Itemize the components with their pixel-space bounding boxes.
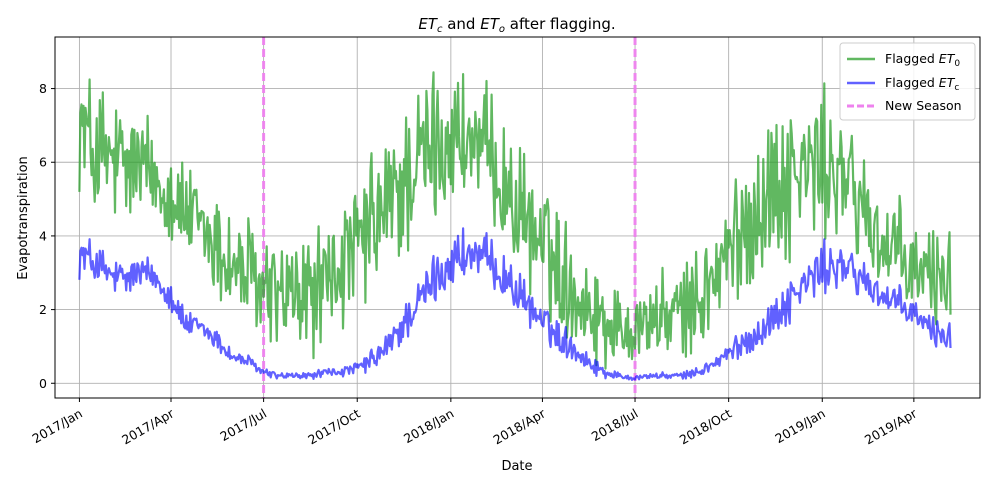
plot-frame — [54, 36, 981, 399]
x-tick-label: 2017/Jan — [30, 406, 85, 447]
x-tick-label: 2017/Apr — [119, 405, 177, 447]
legend-label-etc: Flagged ETc — [885, 75, 959, 93]
y-tick-label: 0 — [39, 376, 47, 391]
y-axis-label: Evapotranspiration — [16, 156, 31, 280]
legend: Flagged ET0 Flagged ETc New Season — [839, 42, 976, 121]
x-tick-label: 2018/Oct — [677, 406, 734, 448]
season-lines — [262, 37, 637, 398]
y-tick-label: 4 — [39, 228, 47, 243]
x-tick-label: 2018/Jul — [589, 406, 641, 445]
y-axis-ticks: 0 2 4 6 8 — [39, 81, 55, 391]
series-et0-line — [78, 71, 952, 370]
x-axis-label: Date — [501, 459, 532, 474]
x-tick-label: 2019/Apr — [862, 405, 920, 447]
x-tick-label: 2019/Jan — [772, 406, 827, 447]
y-tick-label: 8 — [39, 81, 47, 96]
legend-label-new-season: New Season — [885, 98, 962, 113]
y-tick-label: 2 — [39, 302, 47, 317]
x-tick-label: 2018/Jan — [401, 406, 456, 447]
legend-label-et0: Flagged ET0 — [885, 51, 960, 69]
legend-box — [839, 42, 976, 121]
x-tick-label: 2017/Jul — [217, 406, 269, 445]
y-tick-label: 6 — [39, 155, 47, 170]
series-etc-line — [78, 227, 952, 381]
series-lines — [78, 71, 952, 381]
x-tick-label: 2018/Apr — [490, 405, 548, 447]
chart-title: ETc and ETo after flagging. — [418, 15, 615, 35]
x-tick-label: 2017/Oct — [305, 406, 362, 448]
x-axis-ticks: 2017/Jan 2017/Apr 2017/Jul 2017/Oct 2018/Jan… — [30, 398, 920, 448]
